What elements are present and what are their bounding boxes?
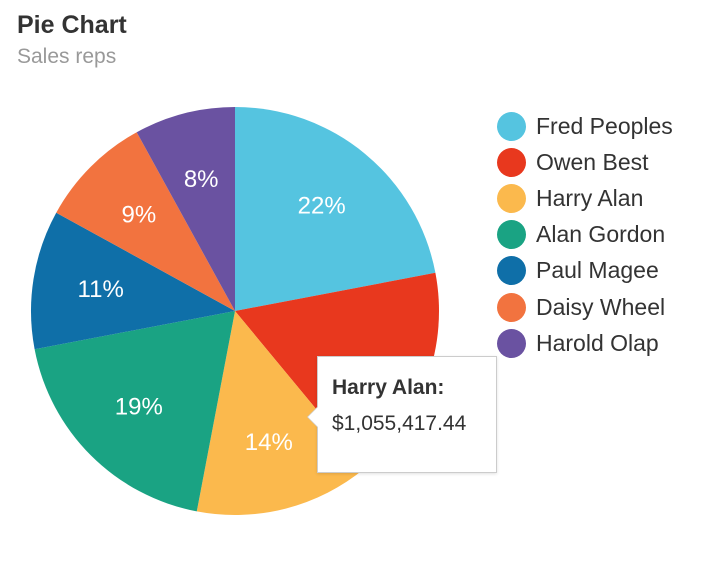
chart-subtitle: Sales reps xyxy=(17,45,117,68)
slice-label-harry-alan: 14% xyxy=(245,429,293,456)
legend-swatch xyxy=(497,220,526,250)
pie-slice-paul-magee[interactable] xyxy=(31,212,236,350)
legend-label: Paul Magee xyxy=(536,257,659,284)
pie-slice-daisy-wheel[interactable] xyxy=(56,132,236,311)
legend-swatch xyxy=(497,147,526,177)
slice-label-alan-gordon: 19% xyxy=(115,394,163,421)
legend-label: Harry Alan xyxy=(536,184,644,211)
pie-slice-alan-gordon[interactable] xyxy=(34,311,235,512)
legend-label: Harold Olap xyxy=(536,329,659,356)
legend-swatch xyxy=(497,111,526,141)
chart-tooltip: Harry Alan: $1,055,417.44 xyxy=(307,356,497,473)
slice-label-harold-olap: 8% xyxy=(184,166,219,193)
legend-swatch xyxy=(497,256,526,286)
tooltip-value: $1,055,417.44 xyxy=(332,412,467,435)
slice-label-daisy-wheel: 9% xyxy=(121,201,156,228)
legend-item-harold-olap[interactable]: Harold Olap xyxy=(497,325,673,361)
legend-swatch xyxy=(497,183,526,213)
legend-label: Alan Gordon xyxy=(536,221,666,248)
tooltip-arrow-fill xyxy=(308,407,318,427)
legend-item-owen-best[interactable]: Owen Best xyxy=(497,144,673,180)
chart-legend: Fred Peoples Owen Best Harry Alan Alan G… xyxy=(497,108,673,361)
legend-swatch xyxy=(497,328,526,358)
legend-label: Owen Best xyxy=(536,148,649,175)
legend-label: Daisy Wheel xyxy=(536,293,666,320)
legend-item-alan-gordon[interactable]: Alan Gordon xyxy=(497,217,673,253)
pie-slice-harold-olap[interactable] xyxy=(136,107,235,311)
slice-label-fred-peoples: 22% xyxy=(298,193,346,220)
legend-label: Fred Peoples xyxy=(536,112,673,139)
slice-label-paul-magee: 11% xyxy=(78,276,124,303)
pie-slice-fred-peoples[interactable] xyxy=(235,107,436,311)
legend-swatch xyxy=(497,292,526,322)
pie-slice-labels: 22% 14% 19% 11% 9% 8% xyxy=(78,166,346,456)
tooltip-series-name: Harry Alan: xyxy=(332,376,445,399)
chart-title: Pie Chart xyxy=(17,11,127,39)
legend-item-fred-peoples[interactable]: Fred Peoples xyxy=(497,108,673,144)
legend-item-paul-magee[interactable]: Paul Magee xyxy=(497,253,673,289)
legend-item-harry-alan[interactable]: Harry Alan xyxy=(497,180,673,216)
legend-item-daisy-wheel[interactable]: Daisy Wheel xyxy=(497,289,673,325)
